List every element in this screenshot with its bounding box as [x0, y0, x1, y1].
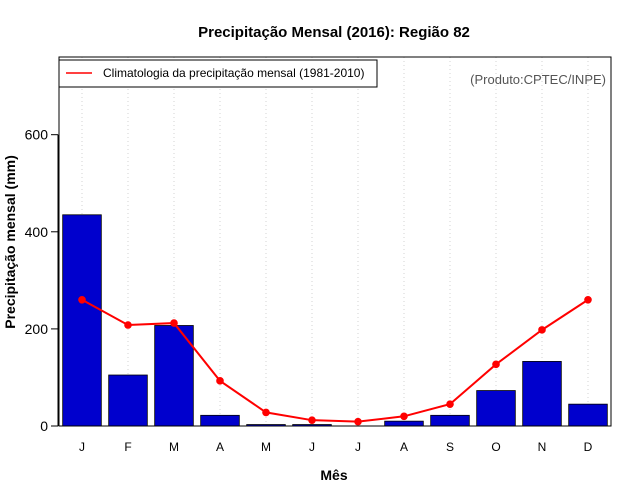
legend: Climatologia da precipitação mensal (198…	[58, 59, 378, 88]
x-tick-label-1: F	[124, 440, 131, 454]
x-tick-label-0: J	[79, 440, 85, 454]
bar-11	[568, 403, 608, 427]
y-tick-label: 600	[25, 127, 49, 143]
x-tick-label-3: A	[216, 440, 224, 454]
credit-label: (Produto:CPTEC/INPE)	[470, 72, 606, 87]
climatology-point-2	[170, 319, 178, 327]
bar-1	[108, 374, 148, 427]
climatology-point-3	[216, 377, 224, 385]
x-tick-label-2: M	[169, 440, 179, 454]
bar-10	[522, 361, 562, 427]
climatology-point-1	[124, 321, 132, 329]
y-axis: 0 200 400 600	[25, 127, 59, 434]
x-tick-label-9: O	[491, 440, 500, 454]
climatology-point-10	[538, 326, 546, 334]
y-axis-title: Precipitação mensal (mm)	[2, 155, 18, 329]
climatology-point-11	[584, 295, 592, 304]
climatology-point-6	[354, 417, 362, 426]
y-tick-label: 0	[40, 418, 48, 434]
climatology-point-5	[308, 416, 316, 424]
y-tick-label: 400	[25, 224, 49, 240]
chart-title: Precipitação Mensal (2016): Região 82	[198, 24, 470, 41]
bar-2	[154, 325, 194, 427]
grid-lines	[81, 57, 589, 426]
legend-box	[58, 59, 378, 88]
plot-frame	[58, 56, 612, 427]
climatology-point-0	[78, 295, 86, 304]
x-tick-label-10: N	[538, 440, 547, 454]
y-tick-label: 200	[25, 321, 49, 337]
climatology-point-8	[446, 400, 454, 408]
bar-3	[200, 414, 240, 427]
climatology-series	[78, 295, 592, 426]
bar-8	[430, 414, 470, 427]
x-axis-title: Mês	[320, 467, 347, 483]
bar-0	[62, 214, 102, 427]
bar-9	[476, 390, 516, 427]
x-tick-label-7: A	[400, 440, 408, 454]
legend-label: Climatologia da precipitação mensal (198…	[103, 66, 364, 80]
x-tick-label-11: D	[584, 440, 593, 454]
x-tick-label-8: S	[446, 440, 454, 454]
climatology-point-7	[400, 412, 408, 421]
x-tick-label-6: J	[355, 440, 361, 454]
bar-7	[384, 420, 424, 427]
climatology-point-9	[492, 360, 500, 369]
bar-series	[62, 214, 608, 427]
climatology-point-4	[262, 408, 270, 417]
x-tick-label-4: M	[261, 440, 271, 454]
x-tick-label-5: J	[309, 440, 315, 454]
climatology-line	[81, 298, 589, 423]
